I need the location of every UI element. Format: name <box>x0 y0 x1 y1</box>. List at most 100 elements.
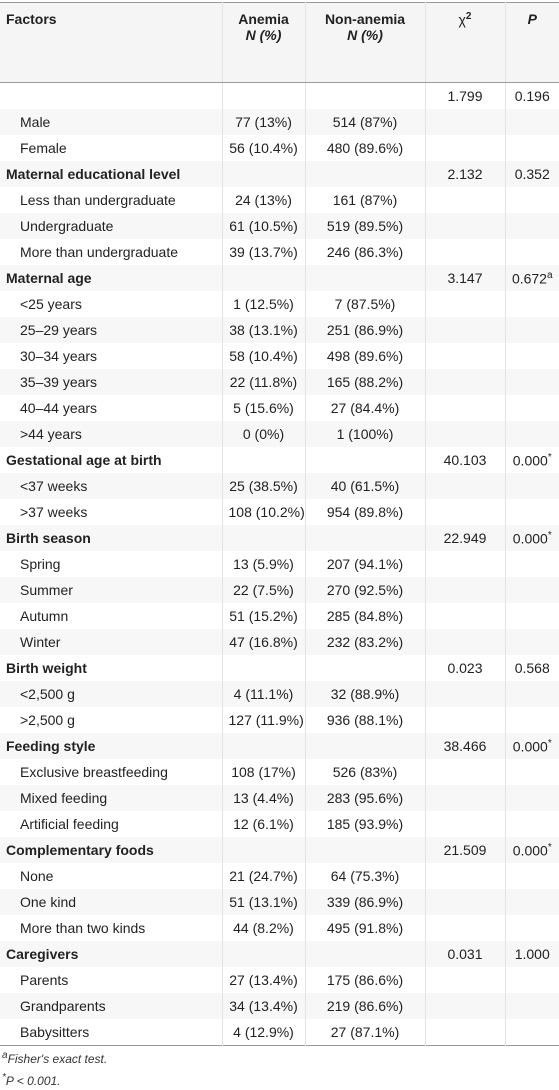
cell <box>424 369 505 395</box>
data-row: One kind 51 (13.1%) 339 (86.9%) <box>0 889 559 915</box>
cell <box>424 109 505 135</box>
group-label: Maternal educational level <box>0 161 222 187</box>
anemia-value: 58 (10.4%) <box>221 343 305 369</box>
table-body: 1.799 0.196 Male 77 (13%) 514 (87%) Female 56 … <box>0 82 559 1046</box>
cell <box>221 447 305 473</box>
p-value: 0.000 <box>512 738 548 755</box>
cell <box>221 837 305 863</box>
group-row: Gestational age at birth 40.103 0.000* <box>0 447 559 473</box>
table-header: Factors Anemia N (%) Non-anemia N (%) χ2 P <box>0 2 559 83</box>
cell <box>221 161 305 187</box>
cell <box>424 967 505 993</box>
row-label: Artificial feeding <box>20 816 119 832</box>
cell <box>504 603 559 629</box>
row-label: <37 weeks <box>0 473 222 499</box>
non-anemia-value: 498 (89.6%) <box>304 343 425 369</box>
cell <box>504 889 559 915</box>
anemia-value: 34 (13.4%) <box>221 993 305 1019</box>
p-note: * <box>547 841 552 853</box>
data-row: Parents 27 (13.4%) 175 (86.6%) <box>0 967 559 993</box>
row-label: 30–34 years <box>20 348 98 364</box>
cell <box>304 655 425 681</box>
cell <box>424 863 505 889</box>
chi-value: 40.103 <box>424 447 505 473</box>
row-label: Grandparents <box>0 993 222 1019</box>
cell <box>504 395 559 421</box>
anemia-value: 13 (5.9%) <box>221 551 305 577</box>
anemia-value: 56 (10.4%) <box>221 135 305 161</box>
cell <box>424 889 505 915</box>
p-value: 0.196 <box>514 88 550 104</box>
row-label: <2,500 g <box>0 681 222 707</box>
p-value: 0.352 <box>514 166 550 182</box>
cell <box>504 473 559 499</box>
cell <box>504 629 559 655</box>
group-label: Birth weight <box>6 660 87 676</box>
header-cell: Anemia N (%) <box>221 2 305 83</box>
chi-value: 2.132 <box>424 161 505 187</box>
non-anemia-value: 7 (87.5%) <box>304 291 425 317</box>
p-note: * <box>547 737 552 749</box>
cell <box>304 941 425 967</box>
row-label: Autumn <box>20 608 69 624</box>
footnote-text: P < 0.001. <box>5 1074 61 1088</box>
anemia-value: 4 (11.1%) <box>221 681 305 707</box>
non-anemia-value: 954 (89.8%) <box>304 499 425 525</box>
cell <box>504 239 559 265</box>
cell <box>304 525 425 551</box>
header-text: P <box>527 11 537 27</box>
cell <box>304 161 425 187</box>
anemia-value: 13 (4.4%) <box>221 785 305 811</box>
cell <box>504 759 559 785</box>
p-value: 0.568 <box>514 660 550 676</box>
cell <box>424 291 505 317</box>
p-cell: 1.000 <box>504 941 559 967</box>
chi-value: 0.031 <box>424 941 505 967</box>
group-row: Birth weight 0.023 0.568 <box>0 655 559 681</box>
group-row: Birth season 22.949 0.000* <box>0 525 559 551</box>
p-cell: 0.568 <box>504 655 559 681</box>
data-row: <37 weeks 25 (38.5%) 40 (61.5%) <box>0 473 559 499</box>
p-cell: 0.352 <box>504 161 559 187</box>
data-row: 25–29 years 38 (13.1%) 251 (86.9%) <box>0 317 559 343</box>
anemia-value: 127 (11.9%) <box>221 707 305 733</box>
cell <box>424 785 505 811</box>
row-label: Less than undergraduate <box>20 192 176 208</box>
row-label: >2,500 g <box>20 712 75 728</box>
p-value: 0.672 <box>511 270 547 287</box>
data-row: 40–44 years 5 (15.6%) 27 (84.4%) <box>0 395 559 421</box>
anemia-value: 22 (11.8%) <box>221 369 305 395</box>
cell <box>424 811 505 837</box>
row-label: >37 weeks <box>20 504 88 520</box>
cell <box>304 733 425 759</box>
row-label: None <box>20 868 54 884</box>
data-row: Mixed feeding 13 (4.4%) 283 (95.6%) <box>0 785 559 811</box>
cell <box>221 941 305 967</box>
cell <box>424 135 505 161</box>
header-cell: Non-anemia N (%) <box>304 2 425 83</box>
anemia-value: 27 (13.4%) <box>221 967 305 993</box>
p-value: 0.000 <box>512 530 548 547</box>
header-cell: Factors <box>0 2 222 83</box>
non-anemia-value: 339 (86.9%) <box>304 889 425 915</box>
group-row: Caregivers 0.031 1.000 <box>0 941 559 967</box>
data-row: Spring 13 (5.9%) 207 (94.1%) <box>0 551 559 577</box>
group-label: Caregivers <box>0 941 222 967</box>
anemia-value: 39 (13.7%) <box>221 239 305 265</box>
header-row: Factors Anemia N (%) Non-anemia N (%) χ2 P <box>0 2 559 83</box>
row-label: More than undergraduate <box>20 244 178 260</box>
cell <box>504 967 559 993</box>
cell <box>504 811 559 837</box>
header-sup: 2 <box>465 11 472 22</box>
p-note: * <box>547 451 552 463</box>
row-label: Parents <box>20 972 69 988</box>
header-text: χ <box>458 11 466 28</box>
cell <box>504 421 559 447</box>
row-label: Summer <box>0 577 222 603</box>
cell <box>221 655 305 681</box>
row-label: Winter <box>0 629 222 655</box>
row-label: Mixed feeding <box>0 785 222 811</box>
data-row: <25 years 1 (12.5%) 7 (87.5%) <box>0 291 559 317</box>
group-label: Birth season <box>0 525 222 551</box>
row-label: Male <box>0 109 222 135</box>
